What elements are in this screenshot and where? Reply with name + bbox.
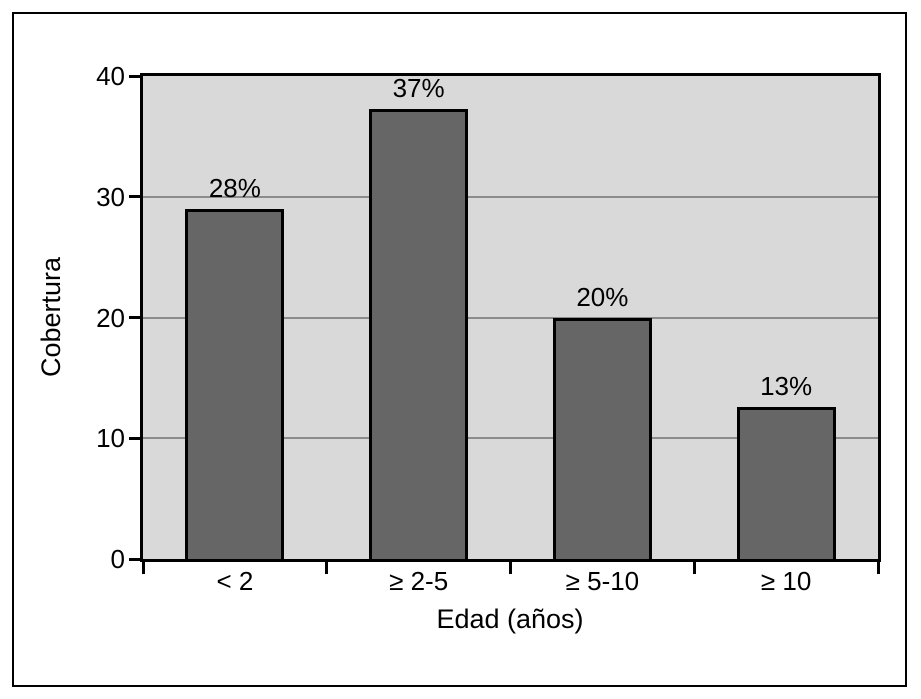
- bar-4: [736, 406, 836, 559]
- gridline-20: [143, 316, 878, 319]
- y-tick-10: [129, 436, 143, 440]
- x-tick-1: [325, 559, 329, 574]
- y-axis-title: Cobertura: [36, 256, 66, 378]
- bar-value-label-3: 20%: [576, 281, 629, 312]
- gridline-30: [143, 195, 878, 198]
- bar-2: [369, 108, 469, 559]
- x-axis-title: Edad (años): [436, 604, 584, 634]
- bar-value-label-4: 13%: [760, 370, 813, 401]
- x-category-label-2: ≥ 2-5: [389, 566, 449, 596]
- x-tick-0: [141, 559, 145, 574]
- y-tick-label-10: 10: [96, 423, 125, 454]
- y-tick-30: [129, 195, 143, 199]
- bar-value-label-1: 28%: [208, 172, 261, 203]
- y-tick-40: [129, 74, 143, 78]
- gridline-10: [143, 437, 878, 440]
- x-tick-3: [692, 559, 696, 574]
- figure-frame: [12, 12, 907, 687]
- y-tick-label-20: 20: [96, 302, 125, 333]
- y-tick-0: [129, 557, 143, 561]
- plot-data-region: 28% 37% 20% 13%: [143, 72, 878, 559]
- x-category-label-4: ≥ 10: [760, 566, 812, 596]
- bar-value-label-2: 37%: [392, 72, 445, 103]
- x-category-label-3: ≥ 5-10: [565, 566, 640, 596]
- y-tick-20: [129, 316, 143, 319]
- y-tick-label-30: 30: [96, 181, 125, 212]
- y-tick-label-40: 40: [96, 61, 125, 91]
- x-tick-2: [509, 559, 512, 574]
- x-tick-4: [876, 559, 880, 574]
- bar-3: [552, 317, 652, 559]
- x-category-label-1: < 2: [216, 566, 254, 596]
- bar-1: [185, 208, 285, 559]
- y-tick-label-0: 0: [110, 544, 125, 574]
